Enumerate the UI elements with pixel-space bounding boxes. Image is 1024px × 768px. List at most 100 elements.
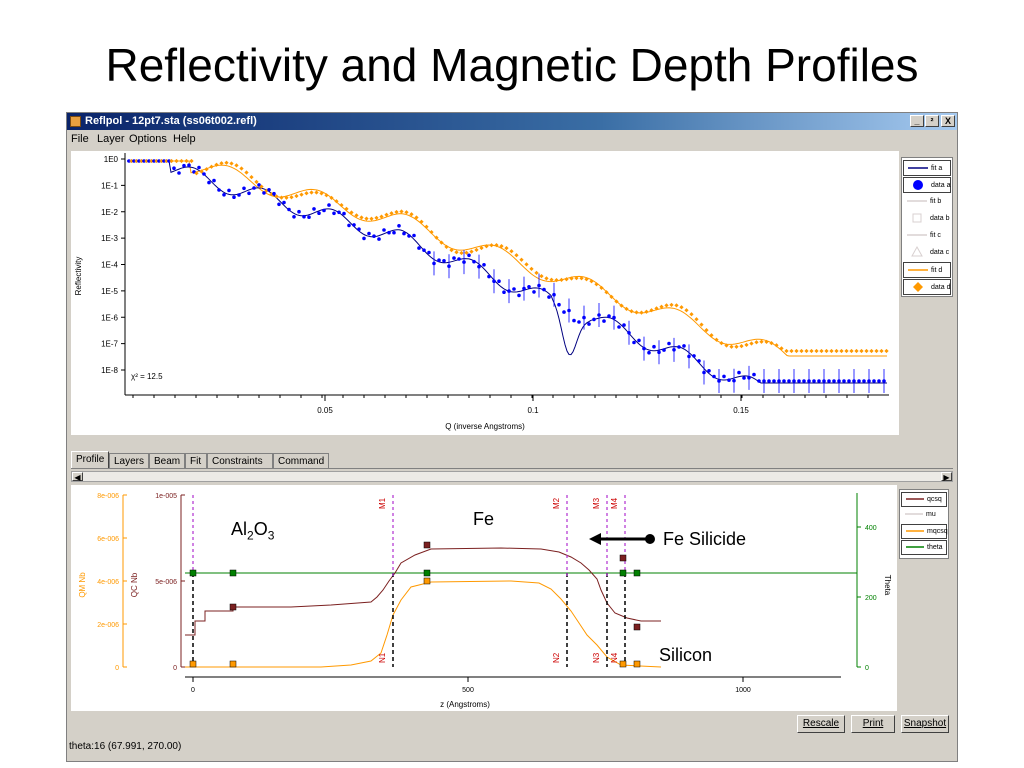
refl-legend-item[interactable]: fit b xyxy=(903,194,951,210)
data-d-point xyxy=(679,305,684,310)
profile-legend-item[interactable]: mu xyxy=(901,508,947,523)
marker-bottom-label: N4 xyxy=(610,652,619,663)
data-a-point xyxy=(792,379,796,383)
tab-fit[interactable]: Fit xyxy=(185,453,207,468)
close-button[interactable]: X xyxy=(941,115,955,127)
data-a-point xyxy=(187,163,191,167)
profile-legend-item[interactable]: mqcsq xyxy=(901,524,948,539)
qm-tick-label: 6e-006 xyxy=(97,536,119,543)
data-a-point xyxy=(232,195,236,199)
data-d-point xyxy=(589,279,594,284)
line-swatch-icon xyxy=(907,234,927,236)
data-a-point xyxy=(697,359,701,363)
data-a-point xyxy=(272,191,276,196)
data-a-point xyxy=(332,211,336,216)
reflectivity-plot[interactable]: Reflectivity Q (inverse Angstroms) χ² = … xyxy=(71,151,899,435)
scroll-left-icon[interactable]: ◀ xyxy=(72,472,83,482)
rescale-button[interactable]: Rescale xyxy=(797,715,845,733)
data-a-point xyxy=(217,188,221,192)
refl-legend-item[interactable]: data a xyxy=(903,177,951,193)
data-a-point xyxy=(562,310,566,314)
data-a-point xyxy=(687,354,691,359)
data-a-point xyxy=(637,338,641,343)
menu-layer[interactable]: Layer xyxy=(97,133,125,145)
data-a-point xyxy=(132,159,136,163)
theta-axis-label: Theta xyxy=(883,575,892,596)
data-a-point xyxy=(747,376,751,380)
fe-silicide-label: Fe Silicide xyxy=(663,529,747,549)
data-a-point xyxy=(727,378,731,382)
data-a-point xyxy=(732,378,736,383)
data-a-point xyxy=(857,379,861,383)
tab-layers[interactable]: Layers xyxy=(109,453,149,468)
refl-legend-label: data c xyxy=(930,249,950,256)
maximize-button[interactable]: ² xyxy=(925,115,939,127)
data-d-point xyxy=(774,343,779,348)
data-a-point xyxy=(842,379,846,383)
scroll-right-icon[interactable]: ▶ xyxy=(941,472,952,482)
refl-legend[interactable]: fit a data a fit b data b fit c data c fit d da… xyxy=(901,157,953,297)
refl-ytick-label: 1E-1 xyxy=(101,181,118,190)
refl-legend-label: fit c xyxy=(930,232,941,239)
data-d-point xyxy=(204,167,209,172)
mqcsq-handle xyxy=(633,660,641,668)
data-d-point xyxy=(214,162,219,167)
profile-legend-item[interactable]: qcsq xyxy=(901,492,947,507)
snapshot-button[interactable]: Snapshot xyxy=(901,715,949,733)
data-a-point xyxy=(297,209,301,214)
refl-legend-item[interactable]: data c xyxy=(903,245,951,261)
tab-constraints[interactable]: Constraints xyxy=(207,453,273,468)
data-a-point xyxy=(642,346,646,351)
data-a-point xyxy=(512,287,516,291)
menu-options[interactable]: Options xyxy=(129,133,167,145)
menu-file[interactable]: File xyxy=(71,133,89,145)
data-a-point xyxy=(617,325,621,329)
data-d-point xyxy=(684,308,689,313)
data-a-point xyxy=(212,178,216,183)
fe-label: Fe xyxy=(473,509,495,529)
refl-legend-item[interactable]: fit d xyxy=(903,262,951,278)
refl-ytick-label: 1E-2 xyxy=(101,208,118,217)
data-d-point xyxy=(179,158,184,164)
data-a-point xyxy=(627,331,631,335)
data-d-point xyxy=(714,337,719,342)
mqcsq-handle xyxy=(423,577,431,585)
profile-legend[interactable]: qcsq mu mqcsq theta xyxy=(899,489,949,559)
data-d-point xyxy=(239,166,244,171)
tab-profile[interactable]: Profile xyxy=(71,451,109,469)
data-a-point xyxy=(742,376,746,380)
window-titlebar[interactable]: Reflpol - 12pt7.sta (ss06t002.refl) _ ² … xyxy=(67,113,957,130)
dot-swatch-icon xyxy=(913,180,923,190)
data-d-point xyxy=(604,290,609,295)
refl-ytick-label: 1E-6 xyxy=(101,313,118,322)
data-a-point xyxy=(587,322,591,326)
profile-legend-label: mqcsq xyxy=(927,528,948,535)
tab-beam[interactable]: Beam xyxy=(149,453,185,468)
data-a-point xyxy=(177,171,181,175)
minimize-button[interactable]: _ xyxy=(910,115,924,127)
horizontal-scrollbar[interactable]: ◀ ▶ xyxy=(71,471,953,482)
refl-legend-item[interactable]: fit a xyxy=(903,160,951,176)
tab-command[interactable]: Command xyxy=(273,453,329,468)
data-d-point xyxy=(169,158,174,164)
data-a-point xyxy=(182,163,186,168)
refl-legend-item[interactable]: data b xyxy=(903,211,951,227)
refl-legend-item[interactable]: fit c xyxy=(903,228,951,244)
data-a-point xyxy=(837,379,841,383)
data-a-point xyxy=(647,350,651,355)
menu-help[interactable]: Help xyxy=(173,133,196,145)
data-d-point xyxy=(729,344,734,349)
profile-legend-item[interactable]: theta xyxy=(901,540,947,555)
line-swatch-icon xyxy=(907,200,927,202)
z-tick-label: 500 xyxy=(462,687,474,694)
data-a-point xyxy=(237,193,241,197)
profile-plot[interactable]: QM Nb QC Nb Theta z (Angstroms) 8e-006 6e… xyxy=(71,485,897,711)
print-button[interactable]: Print xyxy=(851,715,895,733)
triangle-swatch-icon xyxy=(911,245,923,257)
data-a-point xyxy=(227,188,231,193)
refl-ytick-label: 1E-4 xyxy=(101,261,118,270)
data-a-point xyxy=(867,379,871,383)
refl-ytick-label: 1E0 xyxy=(104,155,119,164)
data-a-point xyxy=(222,193,226,197)
refl-legend-item[interactable]: data d xyxy=(903,279,951,295)
